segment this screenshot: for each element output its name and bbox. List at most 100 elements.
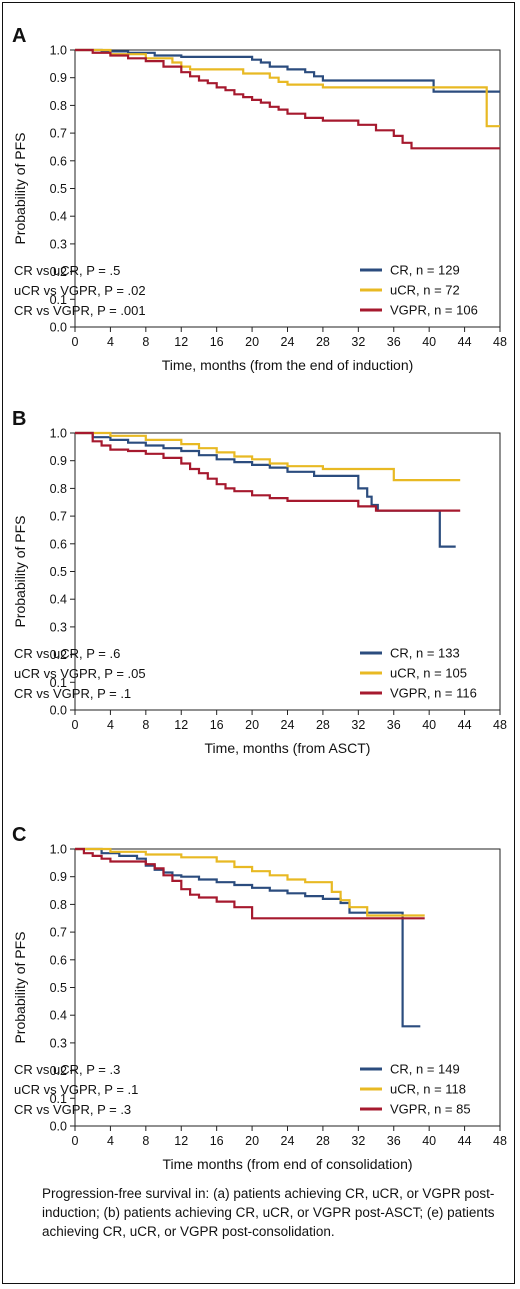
x-tick-label: 0	[72, 718, 79, 732]
x-tick-label: 24	[281, 335, 295, 349]
legend-label-vgpr: VGPR, n = 85	[390, 1102, 471, 1117]
y-axis-title: Probability of PFS	[12, 515, 28, 627]
y-tick-label: 0.3	[50, 1036, 67, 1050]
p-value-annotation: uCR vs VGPR, P = .1	[14, 1082, 138, 1097]
y-tick-label: 0.5	[50, 981, 67, 995]
legend-label-cr: CR, n = 149	[390, 1062, 460, 1077]
p-value-annotation: CR vs uCR, P = .6	[14, 646, 120, 661]
x-tick-label: 28	[316, 1134, 330, 1148]
x-tick-label: 12	[174, 718, 188, 732]
legend-label-ucr: uCR, n = 105	[390, 666, 467, 681]
x-tick-label: 32	[351, 1134, 365, 1148]
y-tick-label: 0.9	[50, 870, 67, 884]
y-tick-label: 0.4	[50, 210, 67, 224]
legend-label-ucr: uCR, n = 72	[390, 283, 460, 298]
x-tick-label: 44	[458, 335, 472, 349]
x-tick-label: 44	[458, 1134, 472, 1148]
p-value-annotation: uCR vs VGPR, P = .02	[14, 283, 146, 298]
x-tick-label: 0	[72, 335, 79, 349]
x-tick-label: 40	[422, 718, 436, 732]
x-tick-label: 16	[210, 718, 224, 732]
p-value-annotation: CR vs VGPR, P = .3	[14, 1102, 131, 1117]
y-tick-label: 1.0	[50, 44, 67, 58]
legend-label-vgpr: VGPR, n = 106	[390, 303, 478, 318]
x-tick-label: 8	[142, 718, 149, 732]
y-tick-label: 0.9	[50, 71, 67, 85]
y-tick-label: 0.3	[50, 620, 67, 634]
x-tick-label: 48	[493, 1134, 507, 1148]
y-tick-label: 0.2	[50, 1064, 67, 1078]
series-line-ucr	[75, 48, 500, 128]
x-tick-label: 24	[281, 718, 295, 732]
y-tick-label: 1.0	[50, 427, 67, 441]
y-tick-label: 0.4	[50, 593, 67, 607]
series-line-cr	[75, 847, 421, 1028]
series-line-vgpr	[75, 431, 461, 512]
y-tick-label: 0.1	[50, 1092, 67, 1106]
x-tick-label: 16	[210, 1134, 224, 1148]
p-value-annotation: CR vs VGPR, P = .001	[14, 303, 146, 318]
p-value-annotation: CR vs uCR, P = .3	[14, 1062, 120, 1077]
x-tick-label: 4	[107, 335, 114, 349]
x-axis-title: Time, months (from the end of induction)	[162, 357, 414, 373]
panel-letter: A	[12, 25, 26, 47]
x-tick-label: 28	[316, 718, 330, 732]
x-axis-title: Time, months (from ASCT)	[205, 740, 371, 756]
y-tick-label: 0.5	[50, 565, 67, 579]
y-tick-label: 0.3	[50, 237, 67, 251]
y-tick-label: 0.9	[50, 454, 67, 468]
y-tick-label: 0.7	[50, 510, 67, 524]
y-tick-label: 0.7	[50, 926, 67, 940]
x-tick-label: 40	[422, 1134, 436, 1148]
x-tick-label: 8	[142, 335, 149, 349]
x-tick-label: 28	[316, 335, 330, 349]
y-tick-label: 0.0	[50, 321, 67, 335]
p-value-annotation: uCR vs VGPR, P = .05	[14, 666, 146, 681]
legend-label-vgpr: VGPR, n = 116	[390, 686, 477, 701]
x-tick-label: 32	[351, 718, 365, 732]
y-tick-label: 0.8	[50, 482, 67, 496]
y-tick-label: 0.2	[50, 265, 67, 279]
y-tick-label: 0.0	[50, 1120, 67, 1134]
y-axis-title: Probability of PFS	[12, 931, 28, 1043]
x-tick-label: 48	[493, 718, 507, 732]
x-tick-label: 36	[387, 718, 401, 732]
y-tick-label: 0.0	[50, 704, 67, 718]
x-tick-label: 20	[245, 335, 259, 349]
p-value-annotation: CR vs VGPR, P = .1	[14, 686, 131, 701]
x-tick-label: 4	[107, 1134, 114, 1148]
y-tick-label: 0.5	[50, 182, 67, 196]
x-tick-label: 24	[281, 1134, 295, 1148]
y-tick-label: 0.8	[50, 99, 67, 113]
series-line-cr	[75, 48, 500, 93]
x-tick-label: 40	[422, 335, 436, 349]
series-line-ucr	[75, 431, 461, 482]
series-line-vgpr	[75, 48, 500, 150]
figure-caption: Progression-free survival in: (a) patien…	[42, 1186, 495, 1239]
y-tick-label: 0.2	[50, 648, 67, 662]
panel-letter: B	[12, 408, 26, 430]
y-tick-label: 0.6	[50, 537, 67, 551]
y-tick-label: 0.1	[50, 676, 67, 690]
y-tick-label: 0.7	[50, 127, 67, 141]
p-value-annotation: CR vs uCR, P = .5	[14, 263, 120, 278]
legend-label-cr: CR, n = 133	[390, 646, 460, 661]
x-tick-label: 20	[245, 1134, 259, 1148]
x-tick-label: 32	[351, 335, 365, 349]
series-line-vgpr	[75, 847, 425, 920]
chart-panel-b: B 0.0 0.1 0.2 0.3 0.4 0.5 0.6 0.7 0.8 0.9 1.0 0 4 8 12 1…	[12, 408, 507, 756]
x-tick-label: 8	[142, 1134, 149, 1148]
series-line-cr	[75, 431, 456, 548]
y-tick-label: 0.6	[50, 154, 67, 168]
x-axis-title: Time months (from end of consolidation)	[162, 1156, 412, 1172]
legend-label-ucr: uCR, n = 118	[390, 1082, 466, 1097]
panel-letter: C	[12, 824, 26, 846]
x-tick-label: 20	[245, 718, 259, 732]
x-tick-label: 44	[458, 718, 472, 732]
legend-label-cr: CR, n = 129	[390, 263, 460, 278]
y-axis-title: Probability of PFS	[12, 132, 28, 244]
x-tick-label: 16	[210, 335, 224, 349]
x-tick-label: 0	[72, 1134, 79, 1148]
y-tick-label: 0.1	[50, 293, 67, 307]
